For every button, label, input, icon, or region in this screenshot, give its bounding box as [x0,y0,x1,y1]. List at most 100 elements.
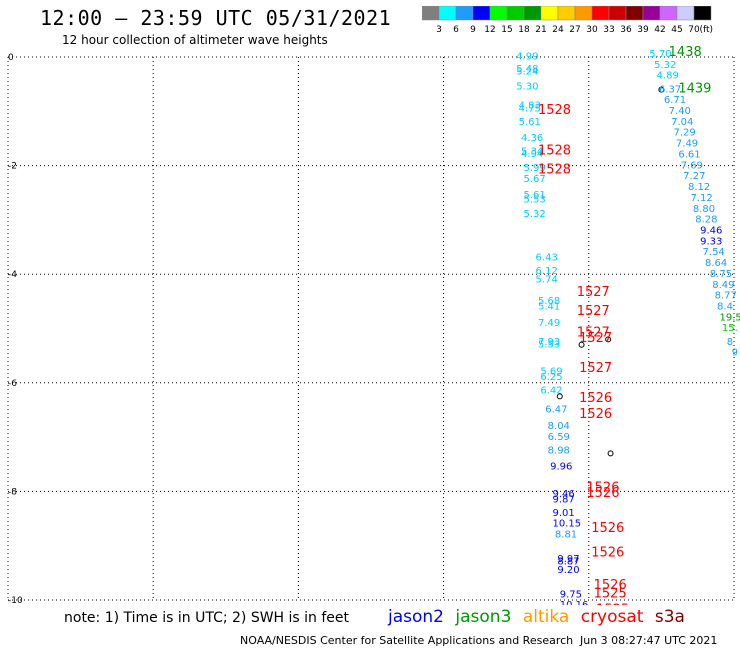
wave-height-label: 5.34 [521,147,543,158]
pass-time-label: 1527 [579,331,612,346]
pass-time-label: 1526 [594,578,627,593]
wave-height-label: 5.53 [523,195,545,206]
pass-time-label: 1527 [577,326,610,341]
wave-height-label: 5.67 [523,174,545,185]
wave-height-label: 5.32 [523,209,545,220]
wave-height-label: 7.93 [538,337,560,348]
colorbar-tick-label: 39 [637,25,649,34]
wave-height-label: 7.27 [683,171,705,182]
wave-height-label: 7.04 [671,117,693,128]
wave-height-label: 5.41 [538,301,560,312]
wave-height-label: 9.87 [553,494,575,505]
colorbar-tick-label: 33 [603,25,614,34]
wave-height-label: 5.74 [536,274,558,285]
wave-height-label: 8.4 [717,301,733,312]
wave-height-label: 5.24 [516,66,538,77]
wave-height-label: 8.49 [712,280,734,291]
wave-height-label: 5.30 [516,82,538,93]
wave-height-label: 19.5 [719,312,740,323]
colorbar-tick-label: 27 [569,25,580,34]
wave-height-label: 7.49 [538,318,560,329]
wave-height-label: 9.75 [560,589,582,600]
wave-height-label: 6.47 [545,405,567,416]
wave-height-label: 6.37 [659,84,681,95]
legend-altika: altika [522,607,570,627]
wave-height-label: 6.61 [678,149,700,160]
wave-height-label: 9.46 [700,225,722,236]
wave-height-label: 4.94 [521,149,543,160]
lat-tick-label: -4 [8,270,17,280]
wave-height-label: 5.99 [523,163,545,174]
wave-height-label: 15. [722,323,738,334]
wave-height-label: 5.69 [540,367,562,378]
wave-height-label: 5.68 [538,296,560,307]
legend-jason3: jason3 [455,607,512,627]
wave-height-label: 8.77 [715,291,737,302]
pass-time-label: 1439 [678,81,711,96]
wave-height-label: 7.69 [681,160,703,171]
wave-height-label: 8.98 [548,445,570,456]
wave-height-label: 6.12 [536,266,558,277]
wave-height-label: 8.04 [548,421,570,432]
island-outline [578,341,585,348]
pass-time-label: 1525 [594,586,627,601]
altimeter-map: 6063666972750-2-4-6-8-104.995.485.245.30… [7,45,740,605]
wave-height-label: 9.96 [550,462,572,473]
color-scale-bar: 3 6 9 12 15 18 21 24 27 30 33 36 39 42 45 70 (ft) [422,6,713,34]
wave-height-label: 4.99 [516,52,538,63]
units-note: note: 1) Time is in UTC; 2) SWH is in fe… [64,610,350,626]
wave-height-label: 8.80 [693,204,715,215]
pass-time-label: 1526 [586,486,619,501]
pass-time-label: 1526 [579,407,612,422]
legend-cryosat: cryosat [580,607,644,627]
colorbar-tick-label: 15 [501,25,512,34]
colorbar-tick-label: 45 [671,25,682,34]
wave-height-label: 4.75 [519,103,541,114]
wave-height-label: 6.43 [536,253,558,264]
wave-height-label: 8.28 [695,215,717,226]
island-outline [605,336,612,343]
wave-height-label: 9.97 [557,554,579,565]
wave-height-label: 8.12 [688,182,710,193]
lat-tick-label: 0 [8,53,14,63]
wave-height-label: 9.01 [553,508,575,519]
wave-height-label: 6.59 [548,432,570,443]
wave-height-label: 8.64 [705,258,727,269]
wave-height-label: 6.71 [664,95,686,106]
colorbar-tick-label: 3 [436,25,442,34]
wave-height-label: 5.61 [519,117,541,128]
legend-jason2: jason2 [388,607,444,627]
pass-time-label: 1525 [596,603,629,605]
wave-height-label: 7.49 [676,139,698,150]
wave-height-label: 5.32 [654,60,676,71]
island-outline [658,86,665,93]
wave-height-label: 10.15 [553,519,582,530]
wave-height-label: 9 [732,348,738,359]
wave-height-label: 7.12 [690,193,712,204]
lat-tick-label: -10 [8,596,23,605]
wave-height-label: 4.36 [521,133,543,144]
wave-height-label: 7.29 [674,128,696,139]
page-subtitle: 12 hour collection of altimeter wave hei… [62,33,328,47]
wave-height-label: 5.70 [649,49,671,60]
wave-height-label: 4.89 [657,71,679,82]
island-outline [607,450,614,457]
wave-height-label: 8.75 [710,269,732,280]
colorbar-tick-label: 9 [470,25,476,34]
wave-height-label: 6.42 [540,386,562,397]
wave-height-label: 8.87 [557,557,579,568]
colorbar-tick-label: 6 [453,25,459,34]
pass-time-label: 1528 [538,144,571,159]
island-outline [556,393,563,400]
pass-time-label: 1526 [579,391,612,406]
colorbar-tick-label: 30 [586,25,598,34]
colorbar-tick-label: 21 [535,25,546,34]
legend-s3a: s3a [654,607,685,627]
wave-height-label: 9.20 [557,565,579,576]
wave-height-label: 7.54 [703,247,725,258]
pass-time-label: 1526 [591,546,624,561]
pass-time-label: 1528 [538,103,571,118]
pass-time-label: 1527 [579,361,612,376]
colorbar-tick-label: 24 [552,25,564,34]
pass-time-label: 1527 [577,285,610,300]
